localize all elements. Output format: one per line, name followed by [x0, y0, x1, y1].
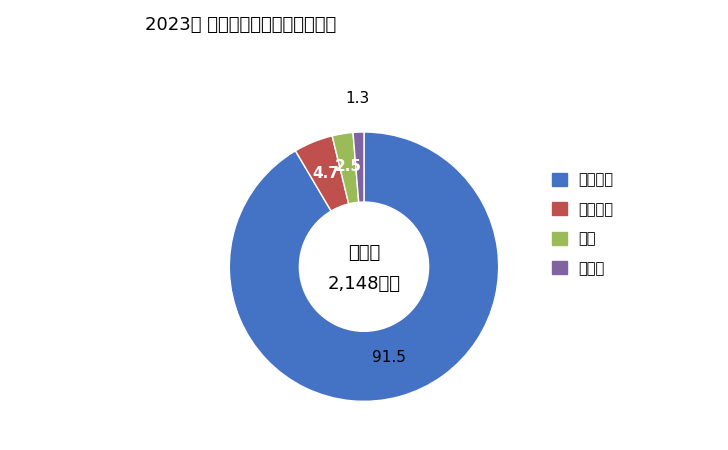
Wedge shape [229, 132, 499, 401]
Text: 2,148万円: 2,148万円 [328, 275, 400, 293]
Text: 91.5: 91.5 [372, 350, 405, 365]
Wedge shape [296, 136, 349, 211]
Legend: オマーン, イタリア, 台湾, その他: オマーン, イタリア, 台湾, その他 [546, 166, 620, 282]
Wedge shape [353, 132, 364, 202]
Text: 2023年 輸出相手国のシェア（％）: 2023年 輸出相手国のシェア（％） [145, 16, 336, 34]
Text: 総　額: 総 額 [348, 244, 380, 262]
Text: 2.5: 2.5 [334, 159, 361, 175]
Text: 4.7: 4.7 [312, 166, 339, 180]
Text: 1.3: 1.3 [345, 91, 369, 106]
Wedge shape [332, 132, 359, 204]
